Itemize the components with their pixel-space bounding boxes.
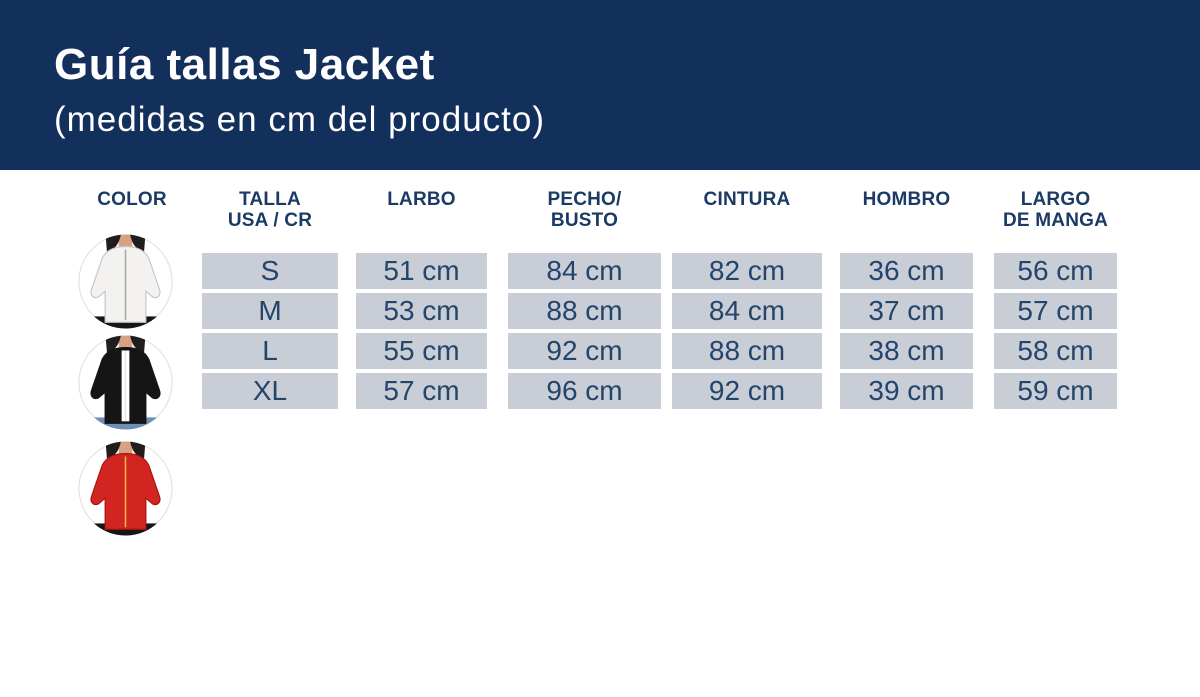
- cell-size-l: L: [202, 333, 338, 369]
- white-jacket-photo: [77, 233, 174, 330]
- cell-s-hombro: 36 cm: [840, 253, 973, 289]
- red-jacket-icon: [78, 441, 173, 536]
- column-header-pecho: PECHO/ BUSTO: [547, 189, 622, 231]
- header-banner: Guía tallas Jacket (medidas en cm del pr…: [0, 0, 1200, 170]
- cell-l-larbo: 55 cm: [356, 333, 487, 369]
- cell-l-manga: 58 cm: [994, 333, 1117, 369]
- black-jacket-photo: [77, 334, 174, 431]
- cell-m-cintura: 84 cm: [672, 293, 822, 329]
- cell-s-pecho: 84 cm: [508, 253, 661, 289]
- cell-size-xl: XL: [202, 373, 338, 409]
- cell-size-m: M: [202, 293, 338, 329]
- cell-m-pecho: 88 cm: [508, 293, 661, 329]
- black-jacket-icon: [78, 335, 173, 430]
- cell-s-cintura: 82 cm: [672, 253, 822, 289]
- cell-l-cintura: 88 cm: [672, 333, 822, 369]
- cell-m-hombro: 37 cm: [840, 293, 973, 329]
- column-header-talla: TALLA USA / CR: [227, 189, 313, 231]
- white-jacket-icon: [78, 234, 173, 329]
- column-header-manga: LARGO DE MANGA: [1002, 189, 1109, 231]
- column-header-hombro: HOMBRO: [862, 189, 951, 210]
- column-header-color: COLOR: [97, 189, 167, 210]
- cell-m-manga: 57 cm: [994, 293, 1117, 329]
- cell-l-pecho: 92 cm: [508, 333, 661, 369]
- cell-s-larbo: 51 cm: [356, 253, 487, 289]
- cell-size-s: S: [202, 253, 338, 289]
- cell-xl-cintura: 92 cm: [672, 373, 822, 409]
- cell-xl-larbo: 57 cm: [356, 373, 487, 409]
- page-title: Guía tallas Jacket: [54, 40, 435, 89]
- cell-xl-pecho: 96 cm: [508, 373, 661, 409]
- cell-xl-manga-4: 39 cm: [840, 373, 973, 409]
- column-header-cintura: CINTURA: [703, 189, 791, 210]
- page-subtitle: (medidas en cm del producto): [54, 100, 545, 139]
- cell-l-hombro: 38 cm: [840, 333, 973, 369]
- cell-xl-manga: 59 cm: [994, 373, 1117, 409]
- cell-m-larbo: 53 cm: [356, 293, 487, 329]
- cell-s-manga: 56 cm: [994, 253, 1117, 289]
- red-jacket-photo: [77, 440, 174, 537]
- column-header-larbo: LARBO: [387, 189, 456, 210]
